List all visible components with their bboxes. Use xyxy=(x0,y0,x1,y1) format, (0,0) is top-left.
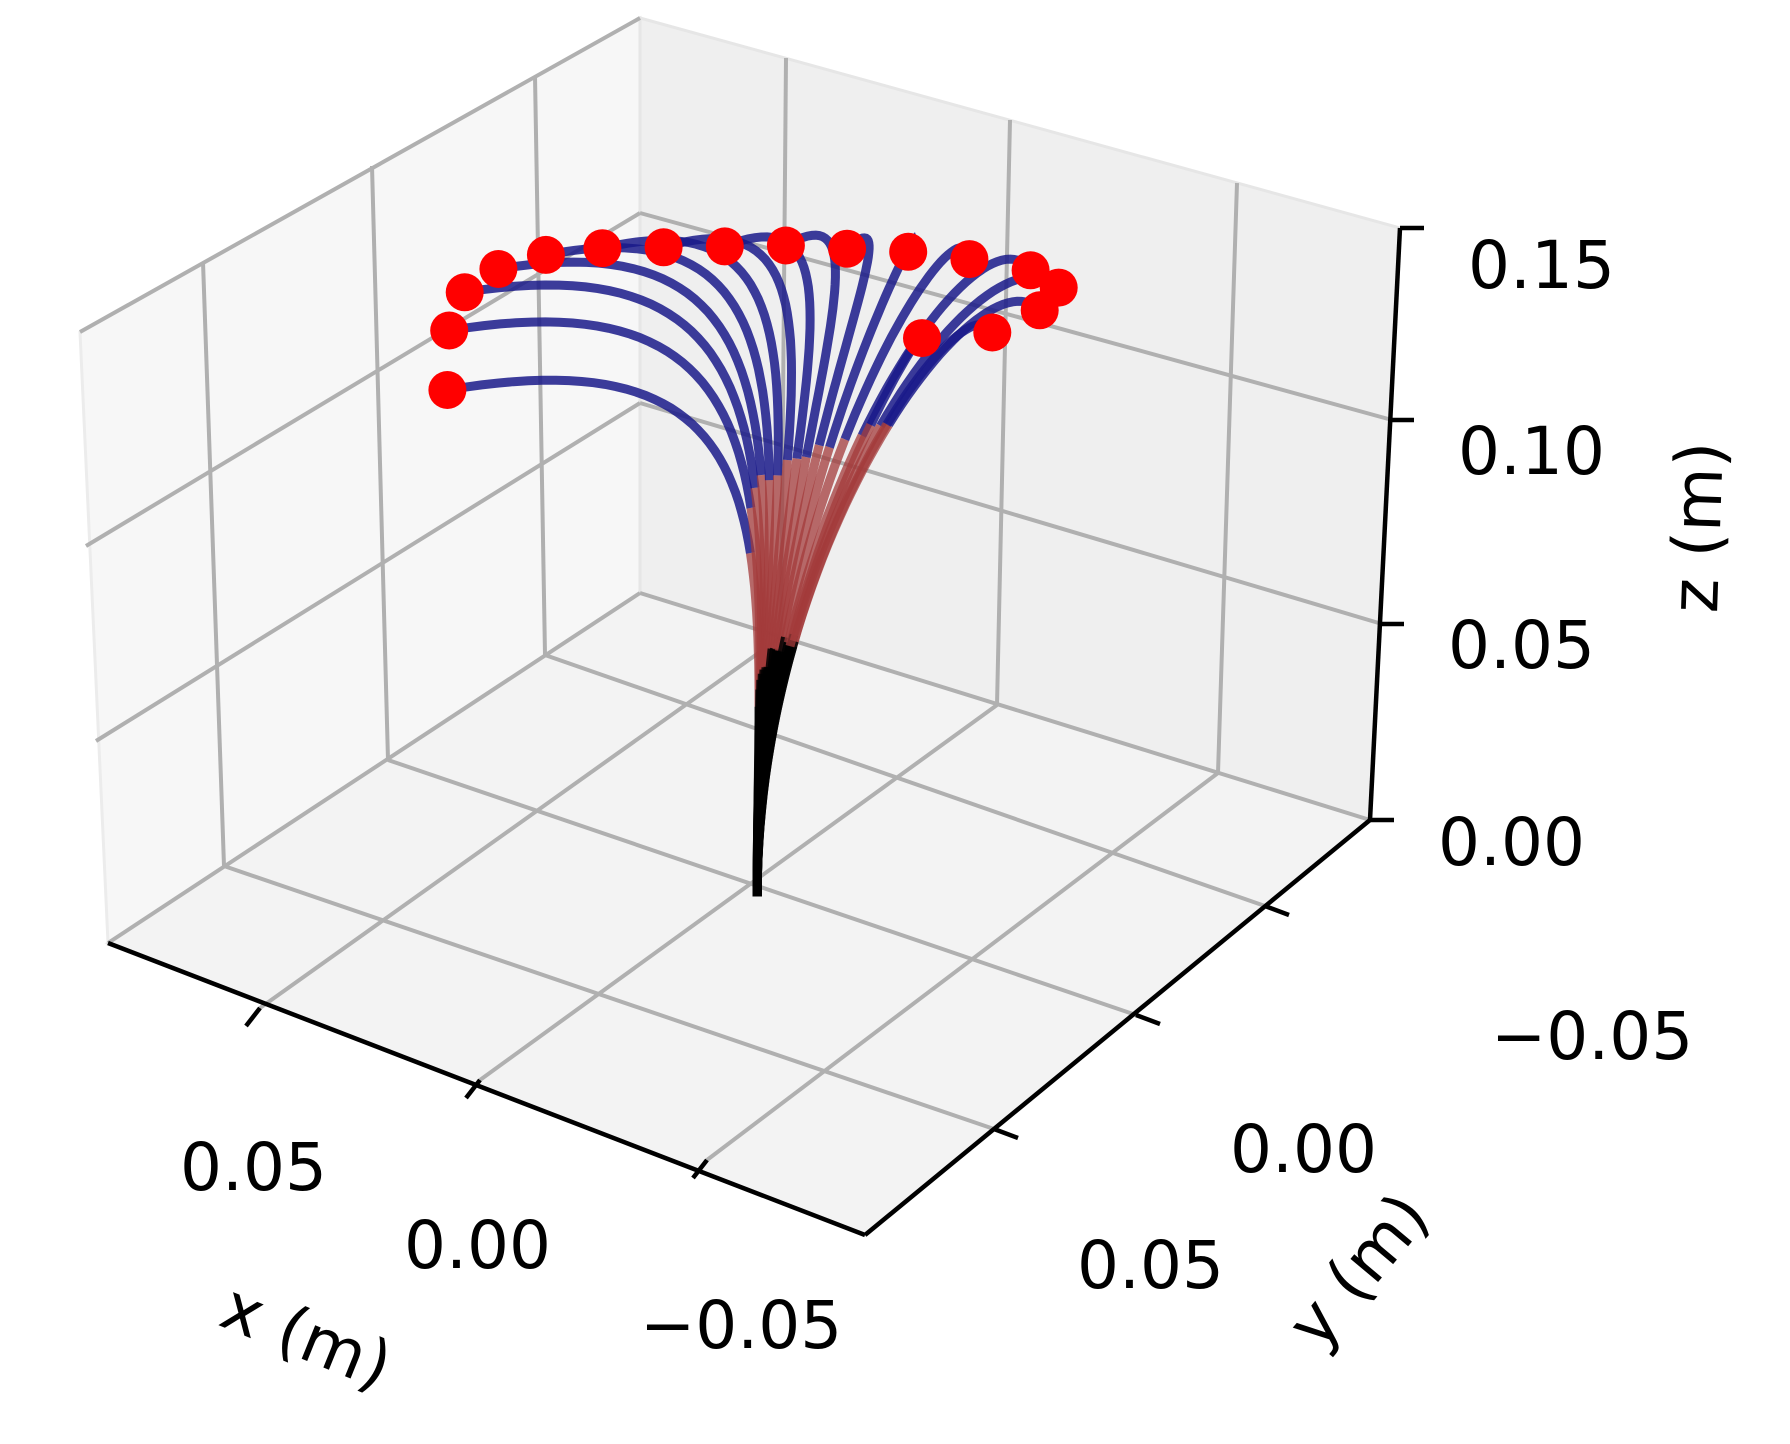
axis-ticks xyxy=(244,225,1424,1180)
x-tick xyxy=(244,1006,262,1028)
tip-segment xyxy=(448,317,756,509)
y-tick xyxy=(1135,1012,1161,1027)
x-tick xyxy=(691,1158,709,1180)
endpoint-marker xyxy=(1020,291,1059,330)
endpoint-marker xyxy=(479,250,518,288)
y-axis-title: y (m) xyxy=(1272,1178,1444,1362)
z-tick-label: 0.00 xyxy=(1438,804,1585,881)
axis-lines xyxy=(107,227,1403,1238)
y-tick-label: 0.00 xyxy=(1230,1111,1377,1188)
tip-segment xyxy=(783,230,840,458)
endpoint-marker xyxy=(973,313,1012,352)
middle-segment xyxy=(785,422,875,648)
tip-segment xyxy=(814,233,874,447)
endpoint-marker xyxy=(430,311,469,350)
endpoint-marker xyxy=(526,235,565,274)
z-tick-label: 0.10 xyxy=(1458,413,1605,490)
endpoint-marker xyxy=(766,226,805,265)
z-tick-label: 0.05 xyxy=(1448,607,1595,684)
y-tick xyxy=(1264,903,1290,918)
endpoint-marker xyxy=(1011,251,1050,290)
endpoint-marker-group xyxy=(428,226,1078,409)
x-tick-label: 0.00 xyxy=(404,1207,551,1284)
endpoint-marker xyxy=(644,228,683,267)
y-tick xyxy=(993,1126,1019,1141)
tip-segment xyxy=(446,375,755,554)
tip-segment xyxy=(464,280,760,489)
endpoint-marker xyxy=(828,229,867,268)
endpoint-marker xyxy=(705,227,744,266)
y-axis-line xyxy=(863,818,1372,1237)
grid-lines xyxy=(79,16,1393,1162)
base-segment xyxy=(752,645,795,897)
endpoint-marker xyxy=(903,319,941,358)
endpoint-marker xyxy=(950,240,989,279)
endpoint-marker xyxy=(445,273,484,312)
middle-segment xyxy=(781,437,850,639)
z-tick-label: 0.15 xyxy=(1468,227,1615,304)
x-tick-label: −0.05 xyxy=(640,1287,842,1364)
tick-labels: 0.05 0.00 −0.05 −0.05 0.00 0.05 0.00 0.0… xyxy=(180,227,1693,1364)
y-tick-label: 0.05 xyxy=(1077,1227,1224,1304)
endpoint-marker xyxy=(428,371,467,409)
endpoint-marker xyxy=(583,229,622,268)
y-tick-label: −0.05 xyxy=(1491,998,1693,1075)
x-axis-title: x (m) xyxy=(211,1268,403,1405)
x-axis-line xyxy=(107,940,866,1238)
z-axis-line xyxy=(1367,227,1403,821)
x-tick-label: 0.05 xyxy=(180,1129,327,1206)
z-axis-title: z (m) xyxy=(1656,440,1739,614)
x-tick xyxy=(464,1078,482,1100)
endpoint-marker xyxy=(889,232,928,271)
tip-segment xyxy=(497,257,766,476)
tip-segment xyxy=(723,232,815,460)
